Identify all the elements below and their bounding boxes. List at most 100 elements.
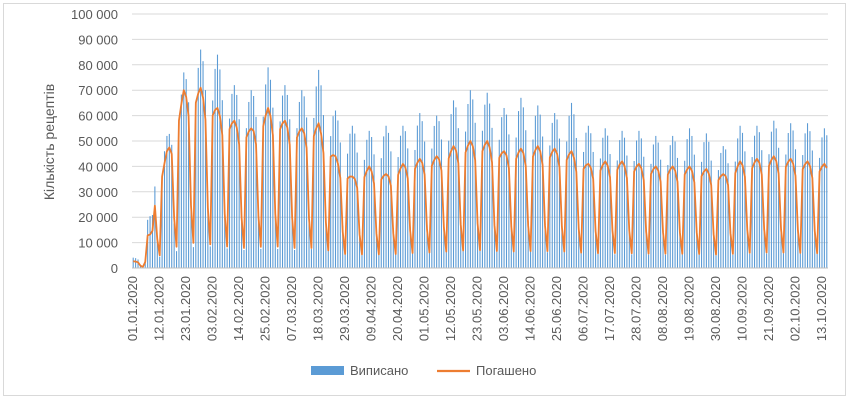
bar-prescribed	[245, 128, 247, 268]
bar-prescribed	[672, 135, 674, 268]
bar-prescribed	[691, 135, 693, 268]
bar-prescribed	[787, 133, 789, 268]
bar-prescribed	[713, 231, 715, 268]
bar-prescribed	[195, 102, 197, 269]
bar-prescribed	[450, 114, 452, 269]
x-axis-tick-labels: 01.01.2020 12.01.2020 23.01.2020 03.02.2020…	[125, 276, 829, 341]
bar-prescribed	[399, 135, 402, 268]
y-tick-label: 0	[111, 261, 118, 276]
bar-prescribed	[799, 253, 801, 268]
y-tick-label: 10 000	[78, 236, 118, 251]
bar-prescribed	[804, 133, 806, 268]
bar-prescribed	[501, 117, 503, 268]
bar-prescribed	[260, 248, 262, 268]
bar-prescribed	[597, 253, 599, 268]
bar-prescribed	[802, 155, 804, 268]
bar-prescribed	[575, 137, 577, 268]
bar-prescribed	[204, 90, 206, 268]
bar-prescribed	[281, 95, 284, 268]
bar-prescribed	[253, 95, 255, 269]
bar-prescribed	[544, 223, 546, 268]
bar-prescribed	[212, 100, 214, 268]
bar-prescribed	[785, 154, 787, 268]
x-tick-label: 18.03.2020	[311, 276, 326, 341]
bar-prescribed	[397, 157, 399, 268]
y-axis-tick-labels: 0 10 000 20 000 30 000 40 000 50 000 60 000 70 …	[71, 7, 118, 276]
bar-prescribed	[515, 137, 517, 268]
bar-prescribed	[267, 67, 269, 268]
bar-prescribed	[652, 144, 654, 268]
bar-prescribed	[628, 229, 630, 268]
bar-prescribed	[527, 221, 529, 268]
bar-prescribed	[368, 130, 370, 268]
bar-prescribed	[794, 149, 797, 268]
bar-prescribed	[479, 250, 481, 268]
bar-prescribed	[607, 135, 609, 268]
x-tick-label: 20.04.2020	[390, 276, 405, 341]
bar-prescribed	[151, 215, 154, 268]
bar-prescribed	[599, 158, 601, 268]
x-tick-label: 21.09.2020	[761, 276, 776, 341]
bar-prescribed	[590, 133, 592, 268]
x-tick-label: 02.10.2020	[788, 276, 803, 341]
bar-prescribed	[159, 256, 161, 268]
bar-prescribed	[686, 139, 688, 268]
bar-prescribed	[816, 253, 818, 268]
bar-prescribed	[322, 115, 324, 268]
bar-prescribed	[262, 116, 264, 268]
bar-prescribed	[303, 96, 305, 268]
bar-prescribed	[484, 104, 486, 268]
bar-prescribed	[662, 231, 664, 268]
bar-prescribed	[655, 135, 657, 268]
bar-prescribed	[445, 251, 447, 268]
bar-prescribed	[621, 130, 623, 268]
bar-prescribed	[811, 150, 813, 268]
bar-prescribed	[679, 230, 681, 268]
bar-prescribed	[412, 253, 414, 268]
bar-prescribed	[754, 135, 756, 268]
bar-prescribed	[614, 254, 616, 268]
bar-prescribed	[180, 94, 182, 268]
bar-prescribed	[241, 217, 243, 268]
bar-prescribed	[539, 114, 541, 268]
bar-prescribed	[325, 217, 327, 268]
bar-prescribed	[532, 139, 534, 268]
bar-prescribed	[228, 118, 231, 268]
bar-prescribed	[573, 114, 575, 268]
bar-prescribed	[780, 227, 782, 268]
bar-prescribed	[462, 250, 464, 268]
bar-prescribed	[520, 97, 522, 268]
bar-prescribed	[366, 139, 368, 268]
bar-prescribed	[308, 215, 310, 268]
bar-prescribed	[751, 157, 753, 268]
bar-prescribed	[332, 116, 334, 268]
bar-prescribed	[301, 90, 303, 268]
bar-prescribed	[580, 252, 582, 268]
bar-prescribed	[821, 137, 823, 268]
bar-prescribed	[327, 250, 329, 268]
bar-prescribed	[775, 128, 777, 268]
bar-prescribed	[421, 121, 423, 269]
bar-prescribed	[436, 115, 438, 268]
x-tick-label: 12.01.2020	[152, 276, 167, 341]
bar-prescribed	[219, 69, 221, 268]
bar-prescribed	[168, 133, 170, 268]
bar-prescribed	[359, 228, 361, 268]
bar-prescribed	[681, 254, 683, 268]
bar-prescribed	[243, 250, 245, 268]
bar-prescribed	[773, 120, 775, 269]
bar-prescribed	[373, 154, 375, 268]
bar-prescribed	[542, 136, 544, 268]
x-tick-label: 23.01.2020	[178, 276, 193, 341]
bar-prescribed	[806, 123, 809, 268]
bar-prescribed	[556, 119, 558, 269]
bar-prescribed	[640, 138, 642, 268]
bar-prescribed	[409, 226, 411, 268]
bar-prescribed	[469, 90, 471, 268]
bar-prescribed	[505, 114, 508, 268]
bar-prescribed	[530, 251, 532, 268]
bar-prescribed	[823, 128, 825, 268]
bar-prescribed	[648, 254, 650, 268]
bar-prescribed	[438, 121, 440, 269]
bar-prescribed	[763, 227, 765, 268]
